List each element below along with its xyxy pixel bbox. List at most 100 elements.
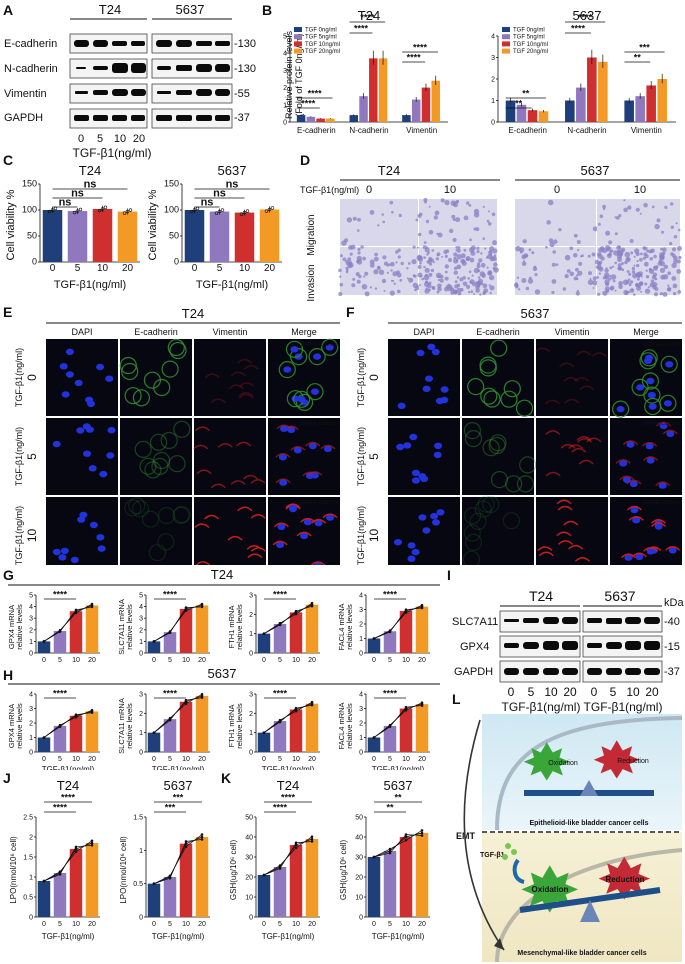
panel-f-immunofluorescence: 5637 DAPI E-cadherin Vimentin Merge TGF-β1(ng… xyxy=(356,306,682,565)
if-t24-tile-2-1 xyxy=(120,497,192,565)
mrna-t24-c3-ytick-label-0: 0 xyxy=(359,651,363,658)
transwell-cell-5-76 xyxy=(454,280,458,284)
mrna-t24-ylabel-1: SLC7A11 mRNA xyxy=(117,599,126,655)
chart-c-5637-ytick-label-1: 50 xyxy=(169,231,179,241)
panel-label-g: G xyxy=(3,567,14,583)
transwell-cell-4-45 xyxy=(376,266,381,271)
schematic-reduction-burst-top xyxy=(593,740,640,779)
transwell-cell-5-96 xyxy=(453,256,457,260)
mrna-t24-c0-replicate-line-2 xyxy=(43,605,93,642)
if-t24-nucleus-1-3-6 xyxy=(293,447,302,454)
transwell-cell-4-24 xyxy=(387,263,391,267)
transwell-cell-5-137 xyxy=(483,288,489,293)
if-5637-nucleus-0-0-3 xyxy=(422,385,431,392)
if-t24-nucleus-0-0-4 xyxy=(96,363,105,371)
lpo-5637-replicate-dot-2-1 xyxy=(168,875,172,879)
if-t24-vim-0-2-6 xyxy=(230,371,246,377)
if-t24-ecad-0-3-1 xyxy=(295,393,314,412)
transwell-cell-1-14 xyxy=(433,215,438,220)
transwell-cell-4-64 xyxy=(355,272,360,277)
if-t24-nucleus-0-3-3 xyxy=(311,388,319,395)
if-t24-tile-0-1 xyxy=(120,339,192,416)
mrna-t24-c3-replicate-line-1 xyxy=(373,607,423,639)
if-t24-ecad-1-1-2 xyxy=(144,461,162,479)
if-t24-nucleus-1-0-1 xyxy=(52,440,61,448)
if-5637-vim-1-3-6 xyxy=(642,441,658,447)
chart-b-5637-bar-2-3 xyxy=(657,79,667,122)
if-t24-ecad-1-1-8 xyxy=(160,431,178,450)
transwell-cell-5-9 xyxy=(431,249,435,252)
transwell-cell-0-5 xyxy=(357,229,360,232)
if-5637-tile-1-3 xyxy=(610,418,682,495)
mrna-5637-c0-replicate-line-0 xyxy=(43,709,93,738)
band-i-5637-gapdh-5 xyxy=(606,668,622,675)
chart-b-t24-sig-ncad-1-label: **** xyxy=(360,13,375,23)
lpo-t24-bar-2 xyxy=(69,849,83,917)
transwell-cell-6-54 xyxy=(577,248,580,252)
blot-a-dose-5: 5 xyxy=(97,133,103,145)
if-5637-ecad-0-1-7 xyxy=(503,380,521,398)
mrna-t24-c3-replicate-line-0 xyxy=(373,604,423,639)
transwell-cell-5-126 xyxy=(445,249,450,253)
mrna-5637-c1-bar-3 xyxy=(195,695,209,752)
transwell-cell-5-127 xyxy=(417,272,423,278)
mrna-t24-c2-bar-1 xyxy=(273,624,287,653)
mrna-5637-sig-2-label: **** xyxy=(273,689,288,699)
gsh-5637-cat-2: 10 xyxy=(402,921,410,928)
transwell-cell-2-4 xyxy=(576,240,581,244)
transwell-cell-3-10 xyxy=(602,204,606,209)
if-5637-vim-2-3-8 xyxy=(621,553,636,559)
transwell-cell-5-135 xyxy=(424,267,430,273)
mrna-t24-c2-ytick-label-0: 0 xyxy=(249,651,253,658)
chart-b-5637-legend-label-1: TGF 5ng/ml xyxy=(513,35,545,41)
transwell-cell-7-151 xyxy=(644,288,651,294)
if-5637-nucleus-1-0-8 xyxy=(433,451,442,459)
mrna-5637-c3-replicate-dot-2-2 xyxy=(404,707,408,710)
if-5637-nucleus-1-3-3 xyxy=(659,422,668,430)
band-a-5637-ncad-10 xyxy=(196,64,212,72)
mrna-t24-c2-cat-1: 5 xyxy=(278,657,282,664)
if-t24-nucleus-0-0-2 xyxy=(61,391,70,398)
band-i-5637-gapdh-10 xyxy=(625,668,641,675)
if-t24-ecad-1-1-0 xyxy=(168,455,186,473)
gsh-5637-replicate-dot-2-0 xyxy=(372,855,376,859)
if-t24-nucleus-1-3-2 xyxy=(279,479,288,486)
gsh-t24-bar-1 xyxy=(273,867,287,917)
mrna-t24-c0-replicate-dot-2-0 xyxy=(42,640,46,643)
transwell-cell-3-11 xyxy=(615,216,620,220)
gsh-5637-bar-2 xyxy=(399,837,413,917)
chart-b-t24-legend-swatch-1 xyxy=(294,34,302,40)
transwell-cell-1-33 xyxy=(473,212,480,218)
if-t24-nucleus-2-3-5 xyxy=(288,504,297,511)
if-t24-nucleus-0-0-1 xyxy=(65,348,74,355)
mrna-5637-c3-bar-3 xyxy=(415,704,429,752)
transwell-cell-5-67 xyxy=(476,250,480,254)
if-5637-nucleus-0-3-7 xyxy=(646,377,655,385)
transwell-cell-5-136 xyxy=(494,268,497,271)
mrna-t24-c1-cat-2: 10 xyxy=(182,657,190,664)
mrna-t24-c1-ytick-label-4: 4 xyxy=(139,604,143,611)
chart-b-5637-sig-ncad-1-label: **** xyxy=(578,13,593,23)
transwell-cell-7-156 xyxy=(654,277,658,281)
transwell-cell-1-0 xyxy=(423,241,427,244)
transwell-cell-1-28 xyxy=(434,210,440,216)
transwell-cell-3-16 xyxy=(605,230,611,236)
lpo-5637-sig-1-label: *** xyxy=(173,793,184,803)
transwell-cell-7-36 xyxy=(648,267,653,272)
transwell-cell-3-21 xyxy=(673,235,678,239)
transwell-cell-3-5 xyxy=(627,205,632,210)
if-5637-nucleus-0-3-3 xyxy=(663,400,672,407)
mrna-5637-c3-cat-0: 0 xyxy=(372,756,376,763)
transwell-cell-7-22 xyxy=(614,261,617,265)
blot-i-dose-20b: 20 xyxy=(645,685,659,699)
lpo-t24-replicate-dot-1-2 xyxy=(74,845,78,849)
transwell-5637-title: 5637 xyxy=(581,163,610,178)
blot-a-box-t24-vim xyxy=(69,83,148,104)
chart-b-t24-ytick-label-3: 3 xyxy=(283,68,287,75)
chart-c-t24-ytick-label-0: 0 xyxy=(32,257,37,267)
transwell-cell-7-50 xyxy=(617,263,622,268)
transwell-cell-5-149 xyxy=(481,273,486,278)
if-t24-vim-1-3-3 xyxy=(276,424,292,430)
blot-i-box-t24-gpx4 xyxy=(499,635,581,658)
if-t24-nucleus-2-0-5 xyxy=(60,547,69,555)
